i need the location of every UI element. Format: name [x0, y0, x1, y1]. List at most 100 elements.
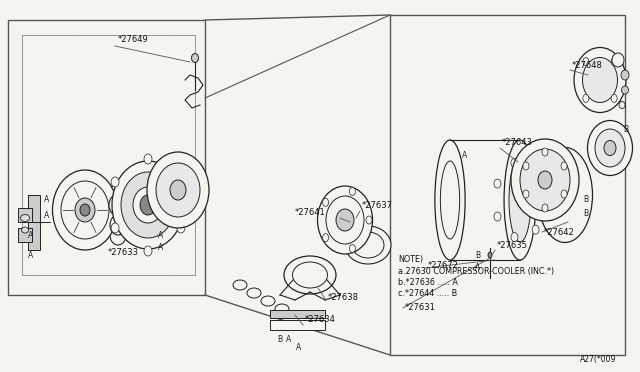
Text: B: B [583, 208, 588, 218]
Text: A: A [44, 211, 49, 219]
Text: *27643: *27643 [502, 138, 533, 147]
Text: c.*27644 ..... B: c.*27644 ..... B [398, 289, 457, 298]
Text: NOTE): NOTE) [398, 255, 423, 264]
Ellipse shape [144, 154, 152, 164]
Text: b.*27636 ..... A: b.*27636 ..... A [398, 278, 458, 287]
Text: A27(*009: A27(*009 [580, 355, 616, 364]
Ellipse shape [583, 94, 589, 102]
Ellipse shape [191, 54, 198, 62]
Ellipse shape [582, 58, 618, 103]
Ellipse shape [561, 190, 567, 198]
Polygon shape [390, 15, 625, 355]
Ellipse shape [612, 53, 624, 67]
Text: A: A [296, 343, 301, 353]
Ellipse shape [504, 140, 536, 260]
Ellipse shape [20, 215, 29, 221]
Ellipse shape [75, 198, 95, 222]
Ellipse shape [177, 223, 185, 233]
Text: B: B [623, 125, 628, 135]
Text: *27649: *27649 [118, 35, 148, 44]
Ellipse shape [233, 280, 247, 290]
Text: *27642: *27642 [544, 228, 575, 237]
Ellipse shape [323, 234, 328, 242]
Text: A: A [44, 196, 49, 205]
Ellipse shape [583, 58, 589, 65]
Ellipse shape [523, 190, 529, 198]
Ellipse shape [588, 121, 632, 176]
Ellipse shape [350, 218, 360, 226]
Ellipse shape [323, 198, 328, 206]
Ellipse shape [111, 223, 119, 233]
Text: A: A [158, 231, 163, 240]
Ellipse shape [542, 148, 548, 156]
Ellipse shape [284, 256, 336, 294]
Text: *27641: *27641 [295, 208, 326, 217]
Bar [270, 320, 325, 330]
Ellipse shape [542, 204, 548, 212]
Ellipse shape [261, 296, 275, 306]
Ellipse shape [147, 152, 209, 228]
Ellipse shape [366, 216, 372, 224]
Ellipse shape [532, 166, 539, 175]
Ellipse shape [121, 172, 175, 238]
Ellipse shape [22, 227, 29, 233]
Text: A: A [158, 244, 163, 253]
Ellipse shape [520, 149, 570, 211]
Ellipse shape [595, 129, 625, 167]
Ellipse shape [336, 209, 354, 231]
Ellipse shape [111, 177, 119, 187]
Ellipse shape [133, 187, 163, 223]
Text: *27633: *27633 [108, 248, 139, 257]
Ellipse shape [144, 246, 152, 256]
Ellipse shape [109, 194, 127, 216]
Ellipse shape [494, 179, 501, 188]
Bar [28, 195, 40, 250]
Text: A: A [28, 250, 33, 260]
Ellipse shape [351, 208, 358, 217]
Bar [18, 228, 32, 242]
Text: A: A [475, 263, 480, 273]
Ellipse shape [611, 58, 617, 65]
Ellipse shape [80, 204, 90, 216]
Ellipse shape [177, 177, 185, 187]
Ellipse shape [561, 162, 567, 170]
Ellipse shape [110, 215, 126, 235]
Text: *27637: *27637 [362, 201, 393, 210]
Text: *27634: *27634 [305, 315, 336, 324]
Bar [270, 310, 325, 318]
Text: *27635: *27635 [497, 241, 528, 250]
Text: B: B [475, 250, 480, 260]
Polygon shape [8, 20, 205, 295]
Ellipse shape [511, 158, 518, 167]
Text: A: A [462, 151, 467, 160]
Ellipse shape [538, 148, 593, 243]
Ellipse shape [140, 195, 156, 215]
Ellipse shape [170, 180, 186, 200]
Ellipse shape [292, 262, 328, 288]
Text: a.27630 COMPRESSOR-COOLER (INC.*): a.27630 COMPRESSOR-COOLER (INC.*) [398, 267, 554, 276]
Ellipse shape [541, 196, 548, 205]
Ellipse shape [326, 196, 364, 244]
Ellipse shape [61, 181, 109, 239]
Ellipse shape [317, 186, 372, 254]
Ellipse shape [523, 162, 529, 170]
Ellipse shape [511, 232, 518, 241]
Ellipse shape [604, 141, 616, 155]
Text: *27648: *27648 [572, 61, 603, 70]
Text: B: B [277, 336, 282, 344]
Ellipse shape [488, 252, 492, 258]
Text: B: B [583, 196, 588, 205]
Text: A: A [286, 336, 291, 344]
Text: *27672: *27672 [428, 261, 459, 270]
Ellipse shape [345, 226, 391, 264]
Ellipse shape [538, 171, 552, 189]
Ellipse shape [621, 86, 628, 94]
Ellipse shape [511, 139, 579, 221]
Text: *27638: *27638 [328, 293, 359, 302]
Ellipse shape [52, 170, 118, 250]
Ellipse shape [247, 288, 261, 298]
Ellipse shape [349, 187, 355, 195]
Ellipse shape [156, 163, 200, 217]
Ellipse shape [349, 244, 355, 253]
Ellipse shape [532, 225, 539, 234]
